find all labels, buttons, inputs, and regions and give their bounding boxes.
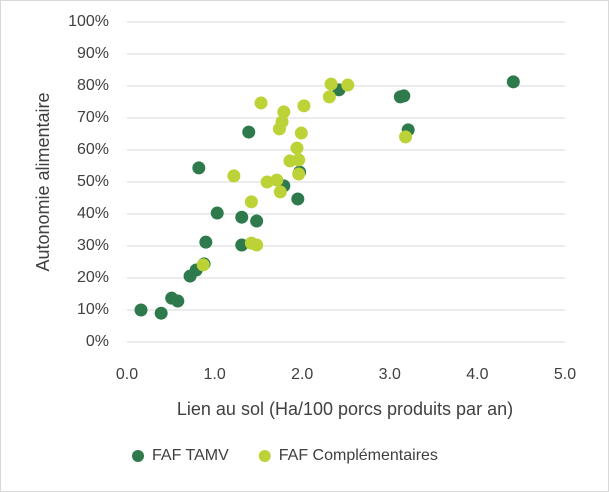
x-tick-label: 1.0 <box>203 366 225 383</box>
point <box>154 306 168 320</box>
point <box>322 90 336 104</box>
point <box>254 96 268 110</box>
point <box>242 125 256 139</box>
point <box>277 105 291 119</box>
point <box>399 130 413 144</box>
point <box>244 195 258 209</box>
y-tick-label: 90% <box>77 45 109 62</box>
point <box>199 235 213 249</box>
point <box>290 141 304 155</box>
point <box>292 167 306 181</box>
x-tick-label: 5.0 <box>554 366 576 383</box>
point <box>341 78 355 92</box>
point <box>227 169 241 183</box>
y-tick-label: 40% <box>77 205 109 222</box>
y-tick-label: 80% <box>77 77 109 94</box>
point <box>235 210 249 224</box>
y-tick-label: 100% <box>68 13 109 30</box>
y-tick-label: 70% <box>77 109 109 126</box>
legend-label: FAF TAMV <box>152 447 229 464</box>
point <box>297 99 311 113</box>
point <box>260 175 274 189</box>
point <box>292 153 306 167</box>
point <box>275 115 289 129</box>
x-tick-label: 0.0 <box>116 366 138 383</box>
legend-marker <box>132 450 144 462</box>
point <box>134 303 148 317</box>
point <box>294 126 308 140</box>
point <box>291 192 305 206</box>
x-tick-label: 4.0 <box>466 366 488 383</box>
legend-label: FAF Complémentaires <box>279 447 438 464</box>
y-tick-label: 10% <box>77 301 109 318</box>
y-tick-label: 30% <box>77 237 109 254</box>
point <box>196 258 210 272</box>
point <box>250 214 264 228</box>
point <box>324 77 338 91</box>
point <box>273 185 287 199</box>
point <box>235 238 249 252</box>
point <box>506 75 520 89</box>
x-axis-title: Lien au sol (Ha/100 porcs produits par a… <box>177 399 513 419</box>
y-tick-label: 60% <box>77 141 109 158</box>
y-tick-label: 0% <box>86 333 109 350</box>
x-tick-label: 3.0 <box>379 366 401 383</box>
y-tick-label: 50% <box>77 173 109 190</box>
point <box>192 161 206 175</box>
y-tick-label: 20% <box>77 269 109 286</box>
point <box>270 173 284 187</box>
point <box>250 238 264 252</box>
legend-marker <box>258 450 271 462</box>
point <box>210 206 224 220</box>
point <box>171 294 185 308</box>
y-axis-title: Autonomie alimentaire <box>33 92 53 271</box>
x-tick-label: 2.0 <box>291 366 313 383</box>
point <box>397 89 411 103</box>
